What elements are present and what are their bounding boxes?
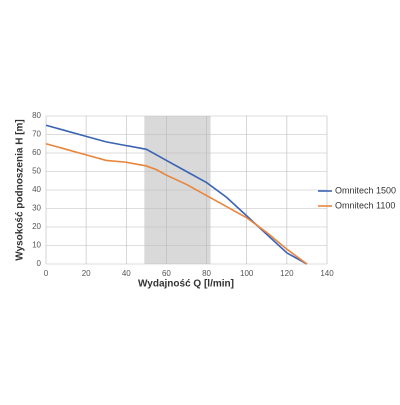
x-tick-label: 0 <box>44 269 49 278</box>
y-tick-label: 60 <box>32 148 41 157</box>
y-axis-label: Wysokość podnoszenia H [m] <box>15 119 26 261</box>
legend-label: Omnitech 1500 <box>335 185 396 195</box>
x-tick-label: 120 <box>280 269 294 278</box>
legend-label: Omnitech 1100 <box>335 200 395 210</box>
x-tick-label: 60 <box>162 269 171 278</box>
x-tick-label: 100 <box>240 269 254 278</box>
y-tick-label: 50 <box>32 167 41 176</box>
x-tick-label: 40 <box>122 269 131 278</box>
y-tick-label: 30 <box>32 204 41 213</box>
y-tick-label: 20 <box>32 222 41 231</box>
y-tick-label: 80 <box>32 111 41 120</box>
series-line <box>45 142 308 265</box>
x-tick-label: 20 <box>82 269 91 278</box>
y-tick-label: 0 <box>37 259 42 268</box>
x-tick-label: 140 <box>320 269 334 278</box>
x-tick-label: 80 <box>202 269 211 278</box>
y-tick-label: 70 <box>32 130 41 139</box>
y-tick-label: 10 <box>32 241 41 250</box>
x-axis-label: Wydajność Q [l/min] <box>138 279 234 290</box>
y-tick-label: 40 <box>32 185 41 194</box>
